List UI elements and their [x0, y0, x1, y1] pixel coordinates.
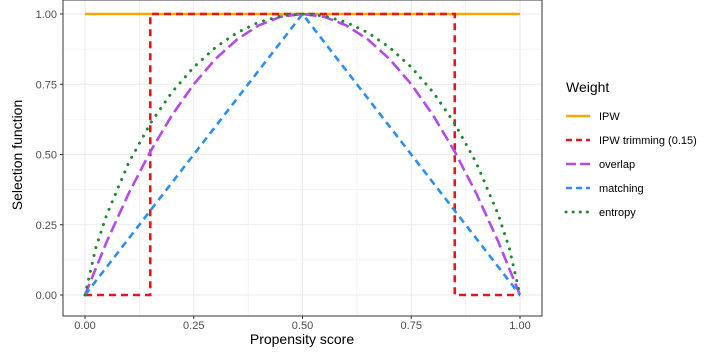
x-tick-label: 1.00 [509, 320, 530, 332]
legend: Weight IPW IPW trimming (0.15) overlap matc… [564, 79, 697, 219]
x-tick-label: 0.25 [183, 320, 204, 332]
y-tick-label: 0.25 [36, 220, 57, 232]
x-axis-title: Propensity score [250, 331, 354, 347]
legend-label-overlap: overlap [599, 159, 635, 171]
x-tick-label: 0.75 [401, 320, 422, 332]
y-axis-ticks: 0.00 0.25 0.50 0.75 1.00 [36, 9, 63, 302]
y-tick-label: 0.00 [36, 290, 57, 302]
legend-label-entropy: entropy [599, 207, 636, 219]
legend-label-ipw: IPW [599, 111, 620, 123]
y-tick-label: 0.50 [36, 150, 57, 162]
series-line-matching [83, 11, 522, 296]
x-tick-label: 0.00 [74, 320, 95, 332]
y-tick-label: 1.00 [36, 9, 57, 21]
legend-title: Weight [566, 79, 609, 95]
legend-label-ipw-trimming-0-15: IPW trimming (0.15) [599, 135, 697, 147]
y-tick-label: 0.75 [36, 79, 57, 91]
x-axis-ticks: 0.00 0.25 0.50 0.75 1.00 [74, 316, 531, 332]
series-layer [83, 11, 522, 297]
series-line-overlap [83, 12, 522, 296]
legend-label-matching: matching [599, 183, 644, 195]
y-axis-title: Selection function [9, 100, 25, 211]
x-tick-label: 0.50 [292, 320, 313, 332]
series-line-entropy [83, 12, 522, 297]
